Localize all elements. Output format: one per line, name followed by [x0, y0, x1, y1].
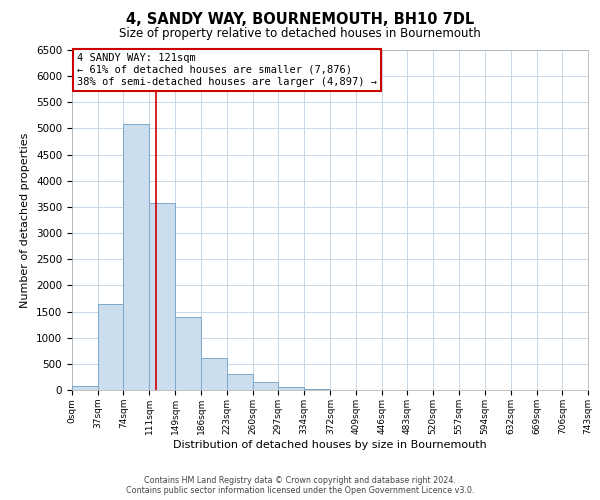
- Bar: [253, 382, 278, 390]
- Text: 4, SANDY WAY, BOURNEMOUTH, BH10 7DL: 4, SANDY WAY, BOURNEMOUTH, BH10 7DL: [126, 12, 474, 28]
- Bar: [149, 202, 175, 390]
- Bar: [227, 374, 253, 390]
- Bar: [304, 389, 331, 390]
- Text: 4 SANDY WAY: 121sqm
← 61% of detached houses are smaller (7,876)
38% of semi-det: 4 SANDY WAY: 121sqm ← 61% of detached ho…: [77, 54, 377, 86]
- Bar: [124, 124, 149, 390]
- Bar: [278, 387, 304, 390]
- Bar: [72, 386, 98, 390]
- Text: Contains HM Land Registry data © Crown copyright and database right 2024.
Contai: Contains HM Land Registry data © Crown c…: [126, 476, 474, 495]
- Bar: [98, 304, 124, 390]
- Y-axis label: Number of detached properties: Number of detached properties: [20, 132, 31, 308]
- X-axis label: Distribution of detached houses by size in Bournemouth: Distribution of detached houses by size …: [173, 440, 487, 450]
- Text: Size of property relative to detached houses in Bournemouth: Size of property relative to detached ho…: [119, 28, 481, 40]
- Bar: [201, 358, 227, 390]
- Bar: [175, 317, 201, 390]
